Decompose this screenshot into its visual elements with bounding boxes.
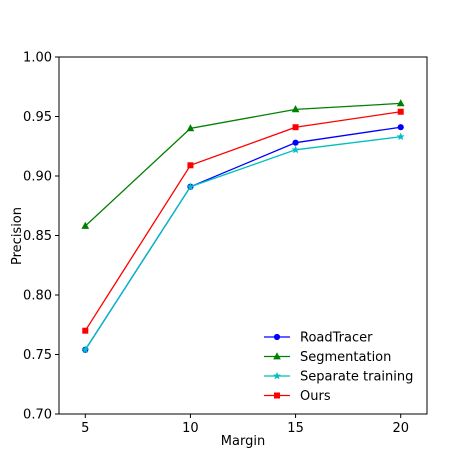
series-ours <box>82 108 404 334</box>
y-tick-label: 0.95 <box>23 110 52 125</box>
y-axis-ticks: 0.70 0.75 0.80 0.85 0.90 0.95 1.00 <box>23 51 59 423</box>
x-axis-ticks: 5 10 15 20 <box>81 414 409 436</box>
legend-marker <box>274 392 280 399</box>
y-tick-label: 0.70 <box>23 408 52 423</box>
legend-entry: Segmentation <box>264 350 391 365</box>
legend-marker <box>273 371 281 380</box>
x-tick-label: 10 <box>182 421 199 436</box>
data-point <box>397 108 404 115</box>
data-point <box>291 145 300 154</box>
data-point <box>396 132 405 141</box>
series-line <box>84 136 401 351</box>
data-point <box>81 221 90 229</box>
data-point <box>186 124 195 132</box>
legend-label: Segmentation <box>300 350 391 365</box>
series-separate-training <box>81 132 405 354</box>
y-tick-label: 0.90 <box>23 170 52 185</box>
data-point <box>81 345 90 354</box>
data-point <box>396 99 405 107</box>
y-axis-label: Precision <box>10 207 25 265</box>
legend-label: Ours <box>300 389 331 404</box>
data-point <box>292 124 299 131</box>
x-tick-label: 5 <box>81 421 89 436</box>
legend-entry: Separate training <box>264 370 413 385</box>
data-point <box>291 105 300 113</box>
data-point <box>187 162 194 169</box>
series-line <box>84 102 401 227</box>
series-line <box>84 111 401 332</box>
y-tick-label: 0.85 <box>23 229 52 244</box>
legend-marker <box>273 352 281 360</box>
legend-entry: Ours <box>264 389 331 404</box>
x-tick-label: 20 <box>392 421 409 436</box>
y-tick-label: 0.75 <box>23 348 52 363</box>
data-point <box>292 139 299 146</box>
legend-entry: RoadTracer <box>264 331 373 346</box>
legend-marker <box>273 333 281 341</box>
y-tick-label: 0.80 <box>23 289 52 304</box>
legend-label: Separate training <box>300 370 413 385</box>
data-point <box>397 124 404 131</box>
x-axis-label: Margin <box>221 434 265 449</box>
legend-label: RoadTracer <box>300 331 373 346</box>
data-point <box>82 327 89 334</box>
y-tick-label: 1.00 <box>23 51 52 66</box>
data-point <box>186 182 195 191</box>
series-segmentation <box>81 99 405 229</box>
legend: RoadTracer Segmentation Separate training O… <box>264 331 413 404</box>
x-tick-label: 15 <box>287 421 304 436</box>
series-layer <box>81 99 405 354</box>
